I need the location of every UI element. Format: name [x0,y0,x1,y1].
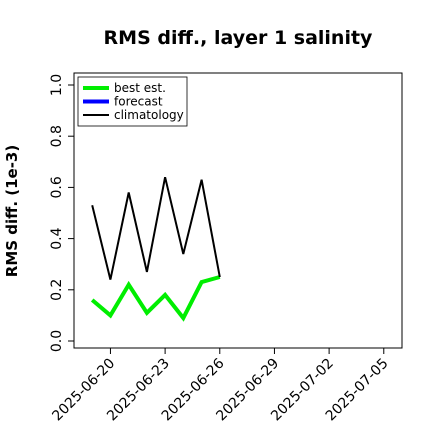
y-tick-label: 0.2 [49,279,65,301]
y-tick-label: 0.8 [49,125,65,147]
series-layer [90,176,221,322]
y-tick-label: 0.0 [49,330,65,352]
y-tick-label: 1.0 [49,74,65,96]
legend-label: best est. [114,81,166,95]
chart-title: RMS diff., layer 1 salinity [104,27,374,49]
plot-frame [73,72,403,349]
y-tick-label: 0.6 [49,176,65,198]
legend-label: forecast [114,95,163,109]
x-axis: 2025-06-202025-06-232025-06-262025-06-29… [49,348,392,424]
y-axis-label: RMS diff. (1e-3) [3,145,21,277]
series-line-climatology [91,176,221,280]
y-tick-label: 0.4 [49,227,65,249]
legend-label: climatology [114,108,184,122]
series-line-best-est- [90,275,221,322]
y-axis: 0.0 0.2 0.4 0.6 0.8 1.0 [49,74,74,352]
